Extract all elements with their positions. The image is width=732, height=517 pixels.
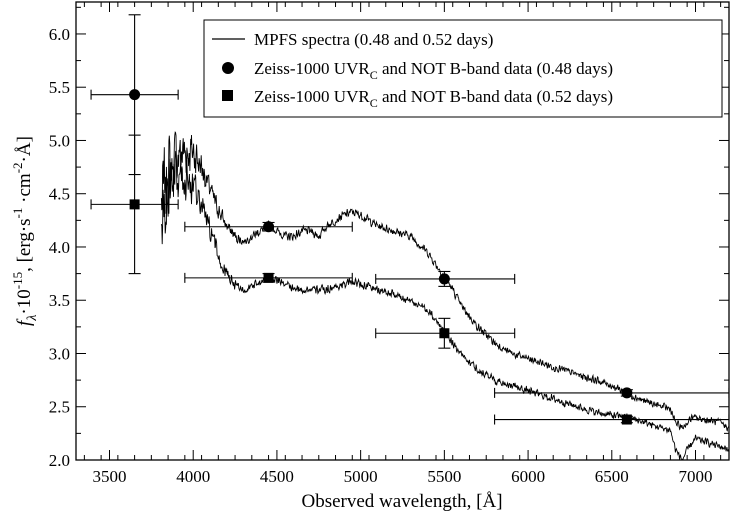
photometry-point-052 [439,328,450,339]
y-tick-label: 5.5 [49,78,70,97]
photometry-point-052 [621,414,632,425]
y-tick-label: 2.0 [49,451,70,470]
axis-ticks: 3500 4000 4500 5000 5500 6000 6500 7000 2.0 2.5 3.… [49,2,729,486]
photometry-point-052 [263,272,274,283]
y-axis-title: fλ·10-15, [erg·s-1 ·cm-2·Å] [10,136,40,326]
spectra-layer [160,131,729,460]
x-tick-label: 4000 [176,467,210,486]
legend-square-marker [222,90,233,101]
x-tick-label: 7000 [679,467,713,486]
legend-label-spectra: MPFS spectra (0.48 and 0.52 days) [254,30,493,49]
legend-circle-marker [222,62,234,74]
spectrum-line [160,150,729,460]
x-tick-label: 3500 [92,467,126,486]
legend-label-052: Zeiss-1000 UVRC and NOT B-band data (0.5… [254,87,613,110]
photometry-point-048 [263,221,275,233]
legend-label-048: Zeiss-1000 UVRC and NOT B-band data (0.4… [254,59,613,82]
x-tick-label: 6500 [595,467,629,486]
x-tick-label: 5500 [427,467,461,486]
x-tick-label: 4500 [260,467,294,486]
y-tick-label: 3.5 [49,291,70,310]
x-tick-label: 5000 [344,467,378,486]
y-tick-label: 4.5 [49,185,70,204]
photometry-point-048 [129,89,141,101]
plot-frame [75,1,730,461]
legend-box [203,19,723,118]
photometry-point-048 [621,387,633,399]
y-tick-label: 2.5 [49,398,70,417]
y-tick-label: 3.0 [49,344,70,363]
photometry-markers [129,89,633,425]
photometry-point-052 [129,199,140,210]
y-tick-label: 6.0 [49,25,70,44]
x-axis-title: Observed wavelength, [Å] [301,491,502,512]
photometry-point-048 [438,273,450,285]
y-tick-label: 4.0 [49,238,70,257]
x-tick-label: 6000 [511,467,545,486]
legend: MPFS spectra (0.48 and 0.52 days) Zeiss-… [203,19,723,118]
y-tick-label: 5.0 [49,131,70,150]
